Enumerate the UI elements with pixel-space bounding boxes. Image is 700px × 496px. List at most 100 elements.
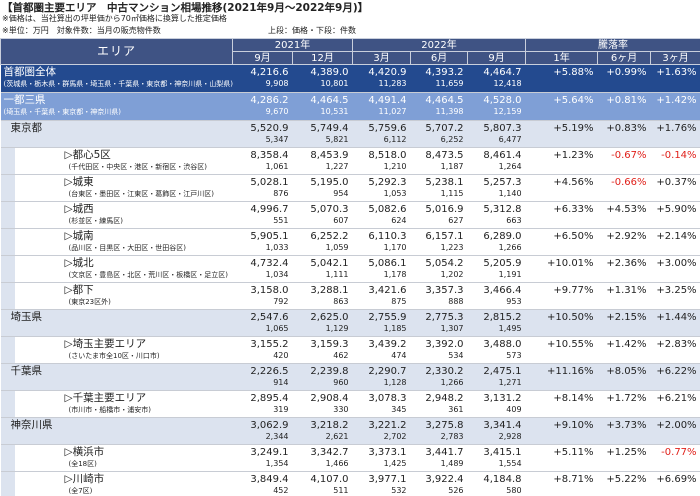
price: 5,070.3 [310,204,349,215]
change-cell: +9.10% [525,417,598,445]
change-cell: +5.22% [597,471,651,496]
count: 1,354 [265,459,289,468]
value-cell: 5,054.2 1,202 [410,255,468,283]
area-row: 首都圏全体 (茨城県・栃木県・群馬県・埼玉県・千葉県・東京都・神奈川県・山梨県) 4… [0,64,700,93]
price: 3,922.4 [425,474,464,485]
price: 5,016.9 [425,204,464,215]
area-name: ▷千葉主要エリア [64,392,147,404]
price: 5,042.1 [310,258,349,269]
count: 954 [333,189,349,198]
area-name: 埼玉県 [10,311,43,323]
area-detail: (さいたま市全10区・川口市) [68,352,160,360]
count: 1,425 [383,459,407,468]
area-row: 一都三県 (埼玉県・千葉県・東京都・神奈川県) 4,286.2 9,670 4,464.… [0,92,700,121]
count: 792 [273,297,289,306]
area-detail: (全18区) [68,460,97,468]
count: 876 [273,189,289,198]
change: +4.53% [606,204,647,215]
change: +0.99% [606,67,647,78]
count: 1,264 [498,162,522,171]
count: 1,178 [383,270,407,279]
price: 8,358.4 [250,150,289,161]
change-cell: +1.42% [597,336,651,364]
value-cell: 6,157.1 1,223 [410,228,468,256]
area-row: ▷横浜市 (全18区) 3,249.1 1,354 3,342.7 1,466 3,373.… [0,444,700,472]
value-cell: 6,252.2 1,059 [292,228,353,256]
count: 9,908 [265,79,289,88]
year-header: 2022年 [352,38,527,52]
area-name: 一都三県 [3,94,46,106]
price: 3,977.1 [368,474,407,485]
change-cell: -0.66% [597,174,651,202]
value-cell: 2,775.3 1,307 [410,309,468,337]
count: 2,928 [498,432,522,441]
price: 6,157.1 [425,231,464,242]
change-cell: +10.01% [525,255,598,283]
month-header: 6月 [410,51,469,65]
change: +9.77% [553,285,594,296]
count: 6,252 [440,135,464,144]
value-cell: 4,420.9 11,283 [352,64,411,93]
change-cell: +2.00% [650,417,700,445]
change: +3.73% [606,420,647,431]
price: 5,257.3 [483,177,522,188]
month-header: 9月 [232,51,293,65]
change-cell: +1.31% [597,282,651,310]
area-detail: (全7区) [68,487,93,495]
area-name: ▷横浜市 [64,446,105,458]
value-cell: 2,908.4 330 [292,390,353,418]
count: 1,489 [440,459,464,468]
change: +8.05% [606,366,647,377]
change: +2.14% [656,231,697,242]
count: 6,112 [383,135,407,144]
value-cell: 5,082.6 624 [352,201,411,229]
count: 573 [506,351,522,360]
price: 3,275.8 [425,420,464,431]
area-name: 千葉県 [10,365,43,377]
count: 1,266 [440,378,464,387]
change-cell: +1.25% [597,444,651,472]
price: 3,421.6 [368,285,407,296]
change: +2.83% [656,339,697,350]
change: +6.21% [656,393,697,404]
area-cell: ▷埼玉主要エリア (さいたま市全10区・川口市) [0,336,233,364]
value-cell: 5,749.4 5,821 [292,120,353,148]
change-cell: +6.22% [650,363,700,391]
price: 5,749.4 [310,123,349,134]
change: +2.36% [606,258,647,269]
count: 11,398 [435,107,464,116]
count: 532 [391,486,407,495]
count: 452 [273,486,289,495]
change: +8.71% [553,474,594,485]
price: 4,732.4 [250,258,289,269]
count: 1,187 [440,162,464,171]
price: 3,158.0 [250,285,289,296]
change-cell: +3.00% [650,255,700,283]
price: 3,131.2 [483,393,522,404]
price: 2,290.7 [368,366,407,377]
value-cell: 5,070.3 607 [292,201,353,229]
price: 3,849.4 [250,474,289,485]
price: 8,453.9 [310,150,349,161]
change-cell: +5.90% [650,201,700,229]
change: +11.16% [547,366,594,377]
change-cell: +2.83% [650,336,700,364]
count: 462 [333,351,349,360]
area-row: ▷城南 (品川区・目黒区・大田区・世田谷区) 5,905.1 1,033 6,252.2… [0,228,700,256]
price: 4,996.7 [250,204,289,215]
count: 10,531 [320,107,349,116]
change: -0.77% [661,447,697,458]
count: 11,659 [435,79,464,88]
area-detail: (杉並区・練馬区) [68,217,123,225]
change: +5.22% [606,474,647,485]
change-cell: +0.37% [650,174,700,202]
area-cell: 千葉県 [0,363,233,391]
price: 6,252.2 [310,231,349,242]
period-header: 6ヶ月 [597,51,652,65]
count: 1,271 [498,378,522,387]
change-cell: +4.56% [525,174,598,202]
change: -0.66% [611,177,647,188]
area-detail: (市川市・船橋市・浦安市) [68,406,151,414]
price: 3,357.3 [425,285,464,296]
change-cell: +0.83% [597,120,651,148]
